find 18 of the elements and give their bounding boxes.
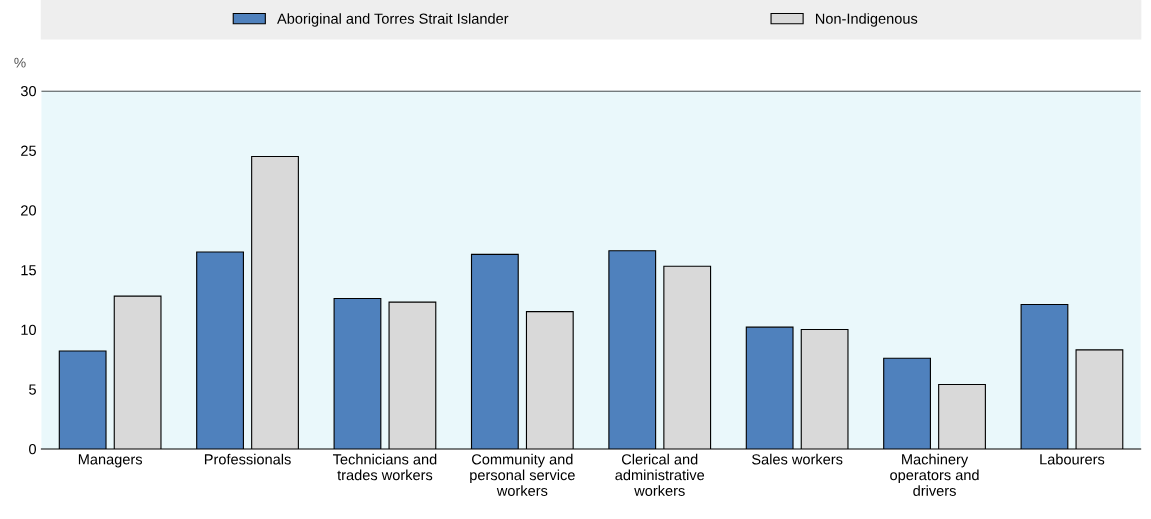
x-tick-label: Technicians and trades workers <box>332 453 437 481</box>
x-tick-label: Machinery operators and drivers <box>890 453 979 496</box>
y-tick-label: 0 <box>29 444 37 455</box>
y-tick-label: 10 <box>21 324 37 335</box>
legend-label: Aboriginal and Torres Strait Islander <box>277 13 509 27</box>
legend-label: Non-Indigenous <box>815 13 918 27</box>
x-tick-label: Labourers <box>1040 453 1105 465</box>
x-tick-label: Clerical and administrative workers <box>615 453 705 496</box>
x-tick-label: Community and personal service workers <box>470 453 575 496</box>
x-tick-label: Professionals <box>204 453 291 465</box>
x-tick-label: Sales workers <box>752 453 843 465</box>
y-tick-label: 30 <box>20 85 37 97</box>
y-tick-label: 20 <box>21 205 37 216</box>
y-tick-label: 15 <box>21 265 36 276</box>
y-tick-label: 25 <box>21 145 36 156</box>
x-tick-label: Managers <box>78 454 143 468</box>
y-tick-label: 5 <box>29 384 36 395</box>
y-axis-title: % <box>14 57 26 68</box>
